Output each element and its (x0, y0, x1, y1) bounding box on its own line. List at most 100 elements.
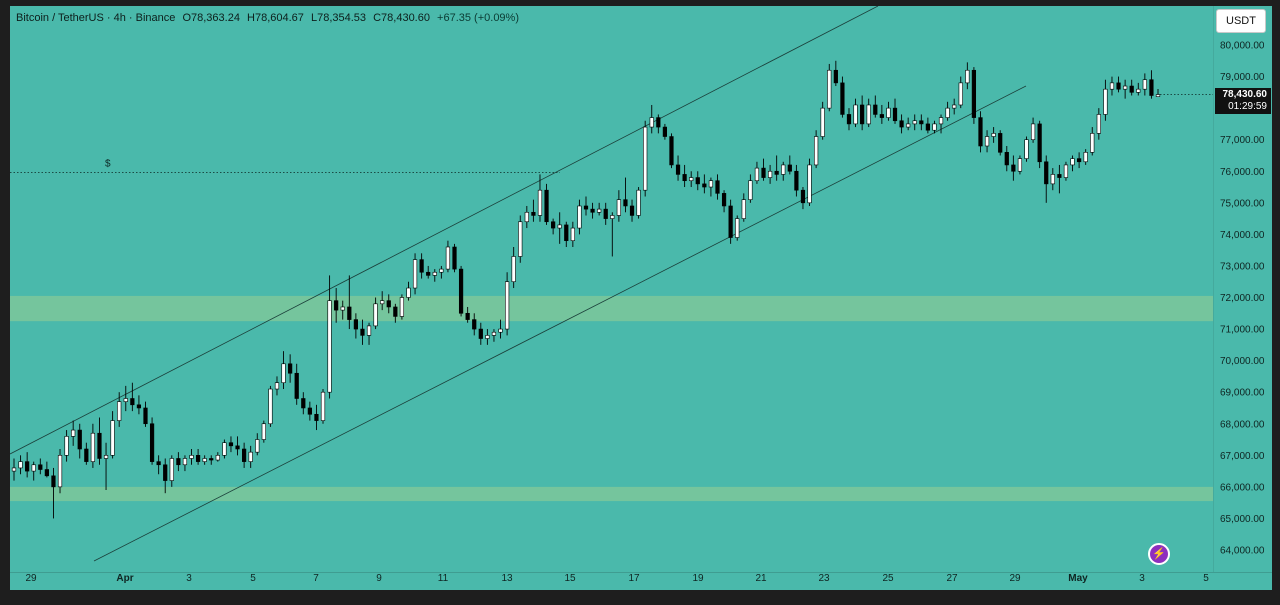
bullish-candle (643, 126, 648, 191)
bullish-candle (432, 271, 437, 276)
time-axis-label: 3 (186, 573, 192, 584)
bullish-candle (412, 259, 418, 289)
bullish-candle (1050, 174, 1055, 185)
time-axis-label: May (1068, 573, 1088, 584)
bullish-candle (202, 458, 207, 462)
bearish-candle (301, 398, 306, 409)
price-axis-label: 74,000.00 (1220, 230, 1265, 241)
bearish-candle (702, 183, 707, 188)
bullish-candle (945, 107, 950, 118)
bearish-candle (833, 69, 838, 84)
bullish-candle (222, 442, 227, 456)
price-axis-label: 70,000.00 (1220, 356, 1265, 367)
bullish-candle (814, 136, 819, 166)
bullish-candle (557, 224, 562, 229)
bearish-candle (919, 120, 924, 125)
bearish-candle (176, 458, 181, 466)
bearish-candle (623, 199, 628, 207)
bullish-candle (64, 436, 69, 456)
bullish-candle (597, 208, 602, 213)
bearish-candle (130, 398, 135, 406)
currency-button[interactable]: USDT (1216, 9, 1266, 33)
bearish-candle (209, 458, 214, 461)
bullish-candle (537, 189, 543, 216)
bullish-candle (965, 69, 970, 84)
bearish-candle (294, 372, 299, 399)
bullish-candle (952, 104, 957, 109)
bullish-candle (1136, 88, 1141, 93)
bearish-candle (386, 300, 391, 308)
bearish-candle (544, 189, 549, 223)
bearish-candle (84, 448, 89, 462)
price-axis-label: 66,000.00 (1220, 482, 1265, 493)
lightning-bolt-icon[interactable]: ⚡ (1148, 543, 1170, 565)
bullish-candle (912, 120, 917, 125)
time-axis-label: 9 (376, 573, 382, 584)
bearish-candle (242, 448, 247, 462)
symbol-title[interactable]: Bitcoin / TetherUS · 4h · Binance (16, 12, 176, 24)
bullish-candle (491, 331, 497, 336)
bearish-candle (787, 164, 792, 172)
bullish-candle (11, 467, 17, 472)
bullish-candle (708, 180, 714, 188)
bullish-candle (340, 306, 345, 311)
bullish-candle (274, 382, 280, 390)
bearish-candle (669, 136, 674, 166)
bearish-candle (1004, 152, 1009, 166)
bearish-candle (307, 407, 312, 415)
bearish-candle (656, 117, 661, 128)
time-axis-label: 5 (250, 573, 256, 584)
price-axis-label: 77,000.00 (1220, 135, 1265, 146)
legend-close: C78,430.60 (373, 12, 430, 24)
bearish-candle (393, 306, 398, 317)
bearish-candle (77, 429, 82, 450)
bullish-candle (1123, 85, 1128, 90)
bearish-candle (728, 205, 733, 238)
bullish-candle (616, 199, 621, 216)
bearish-candle (978, 117, 983, 147)
bullish-candle (103, 455, 109, 459)
bullish-candle (689, 177, 694, 182)
bearish-candle (288, 363, 293, 374)
last-price-badge: 78,430.60 01:29:59 (1215, 88, 1271, 114)
bullish-candle (958, 82, 963, 106)
price-axis-label: 68,000.00 (1220, 419, 1265, 430)
bullish-candle (281, 363, 286, 384)
bearish-candle (629, 205, 635, 216)
time-scale-divider (10, 572, 1272, 573)
symbol-legend: Bitcoin / TetherUS · 4h · Binance O78,36… (16, 12, 523, 24)
bullish-candle (248, 451, 253, 462)
bearish-candle (662, 126, 668, 137)
bullish-candle (117, 401, 122, 421)
candlestick-chart[interactable]: $80,000.0079,000.0078,000.0077,000.0076,… (10, 6, 1272, 590)
bullish-candle (1030, 123, 1036, 140)
price-scale-divider (1213, 6, 1214, 572)
price-axis-label: 79,000.00 (1220, 72, 1265, 83)
bullish-candle (366, 325, 372, 336)
bullish-candle (518, 221, 523, 257)
bullish-candle (853, 104, 858, 125)
bearish-candle (156, 461, 161, 466)
bar-countdown: 01:29:59 (1228, 101, 1267, 112)
time-axis-label: 7 (313, 573, 319, 584)
bearish-candle (1037, 123, 1042, 163)
time-axis-label: 29 (25, 573, 37, 584)
level-marker-label: $ (105, 159, 111, 170)
bullish-candle (577, 205, 582, 229)
bearish-candle (136, 404, 142, 409)
bearish-candle (1011, 164, 1016, 172)
support-zone-1 (10, 486, 1213, 502)
bearish-candle (715, 180, 720, 194)
bearish-candle (794, 170, 799, 191)
bullish-candle (399, 297, 405, 317)
bearish-candle (1076, 158, 1082, 163)
bullish-candle (906, 123, 911, 128)
bullish-candle (189, 455, 194, 459)
bullish-candle (1096, 114, 1101, 134)
bearish-candle (583, 205, 589, 210)
time-axis-label: 15 (564, 573, 576, 584)
chart-frame[interactable]: $80,000.0079,000.0078,000.0077,000.0076,… (10, 6, 1272, 590)
bullish-candle (380, 300, 385, 305)
bullish-candle (524, 211, 529, 223)
bearish-candle (51, 475, 56, 488)
